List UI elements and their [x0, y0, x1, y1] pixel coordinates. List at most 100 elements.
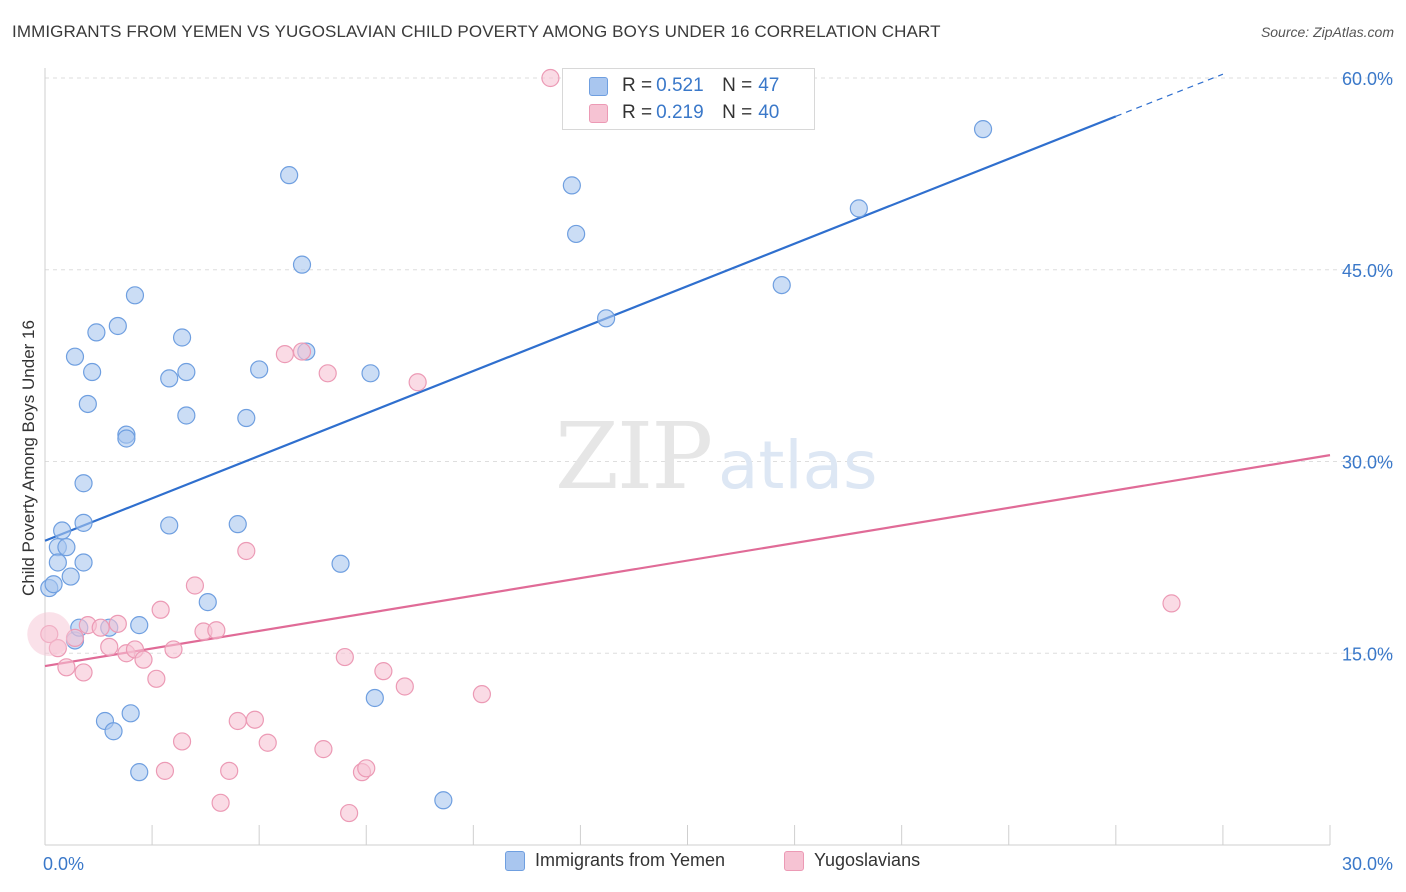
trendline-yemen-extension [1115, 73, 1224, 117]
point-yugoslavians [164, 640, 183, 659]
point-yugoslavians [292, 342, 312, 361]
point-yemen [74, 474, 93, 493]
stats-r-label: R = [622, 75, 653, 96]
point-yemen [78, 394, 97, 414]
stats-swatch-yugoslavians [589, 103, 608, 123]
point-yugoslavians [314, 740, 333, 759]
point-yemen [65, 347, 85, 366]
legend-label-yemen: Immigrants from Yemen [535, 850, 726, 870]
axes [44, 68, 1331, 846]
point-yemen [177, 362, 196, 382]
point-yugoslavians [275, 345, 294, 364]
point-yemen [125, 286, 145, 305]
point-yemen [74, 513, 93, 532]
stats-row-yemen: R = 0.521 N = 47 [589, 73, 779, 99]
point-yemen [177, 406, 196, 425]
point-yemen [44, 575, 63, 594]
point-yemen [567, 224, 586, 244]
point-yemen [121, 704, 140, 723]
point-yemen [849, 199, 868, 218]
watermark-atlas: atlas [718, 427, 878, 504]
point-yemen [562, 176, 581, 195]
trendline-yemen [44, 115, 1117, 542]
point-yemen [597, 309, 616, 328]
point-yemen [160, 369, 179, 388]
legend-swatch-yemen [505, 850, 525, 871]
stats-n-value: 40 [758, 102, 780, 123]
legend-label-yugoslavians: Yugoslavians [814, 850, 921, 870]
point-yemen [57, 538, 76, 557]
point-yemen [973, 120, 993, 139]
point-yemen [365, 688, 384, 708]
grid-lines [45, 77, 1395, 654]
point-cluster-yugoslavians [27, 612, 72, 657]
point-yemen [280, 166, 299, 185]
point-yugoslavians [1162, 594, 1181, 613]
point-yemen [74, 553, 93, 572]
point-yemen [228, 515, 247, 534]
y-axis-label: Child Poverty Among Boys Under 16 [19, 320, 38, 596]
stats-n-label: N = [722, 75, 753, 96]
point-yugoslavians [541, 68, 560, 88]
point-yemen [53, 521, 72, 540]
point-yugoslavians [340, 803, 359, 823]
point-yugoslavians [100, 637, 119, 656]
point-yemen [48, 553, 67, 572]
point-yugoslavians [220, 761, 239, 780]
point-yemen [237, 408, 256, 428]
chart-source: Source: ZipAtlas.com [1260, 24, 1394, 40]
point-yugoslavians [357, 759, 376, 778]
point-yugoslavians [395, 677, 414, 696]
point-yugoslavians [245, 710, 264, 729]
point-yemen [160, 516, 179, 535]
point-yemen [130, 616, 149, 635]
watermark: ZIP atlas [555, 403, 878, 510]
trendline-yugoslavians [44, 454, 1331, 668]
point-yemen [772, 275, 791, 295]
point-yemen [434, 791, 453, 810]
stats-r-value: 0.521 [656, 75, 704, 96]
stats-r-value: 0.219 [656, 102, 704, 123]
y-tick-label: 30.0% [1342, 453, 1393, 473]
series-legend: Immigrants from Yemen Yugoslavians [0, 850, 1406, 878]
point-yugoslavians [211, 793, 230, 812]
point-yugoslavians [472, 685, 491, 704]
point-yugoslavians [207, 621, 226, 640]
point-yugoslavians [151, 600, 170, 619]
stats-n-label: N = [722, 102, 753, 123]
point-yugoslavians [374, 662, 393, 681]
point-yugoslavians [147, 669, 166, 688]
x-tick-label: 0.0% [43, 854, 84, 874]
point-yugoslavians [155, 761, 175, 780]
point-yugoslavians [91, 618, 110, 637]
tick-labels: 15.0% 30.0% 45.0% 60.0% 0.0% 30.0% [43, 69, 1393, 874]
point-yugoslavians [172, 732, 192, 751]
point-yemen [87, 323, 106, 342]
y-tick-label: 60.0% [1342, 69, 1393, 89]
legend-item-yugoslavians[interactable]: Yugoslavians [784, 850, 920, 871]
point-yemen [83, 362, 102, 382]
point-yugoslavians [258, 733, 277, 752]
point-yemen [198, 593, 217, 612]
stats-r-label: R = [622, 102, 653, 123]
point-yugoslavians [335, 647, 354, 667]
x-tick-label: 30.0% [1342, 854, 1393, 874]
point-yugoslavians [318, 364, 337, 383]
point-yugoslavians [108, 614, 127, 633]
point-yemen [117, 429, 136, 448]
legend-swatch-yugoslavians [784, 850, 804, 871]
point-yugoslavians [228, 711, 247, 731]
chart-title: IMMIGRANTS FROM YEMEN VS YUGOSLAVIAN CHI… [12, 22, 941, 41]
watermark-zip: ZIP [555, 403, 711, 510]
point-yemen [250, 360, 269, 379]
stats-swatch-yemen [589, 76, 608, 96]
y-tick-label: 45.0% [1342, 261, 1393, 281]
point-yemen [130, 763, 149, 782]
point-yemen [331, 554, 350, 573]
point-yemen [61, 567, 80, 586]
point-yemen [108, 316, 127, 336]
legend-item-yemen[interactable]: Immigrants from Yemen [505, 850, 725, 871]
point-yugoslavians [408, 373, 427, 392]
point-yemen [172, 328, 192, 347]
